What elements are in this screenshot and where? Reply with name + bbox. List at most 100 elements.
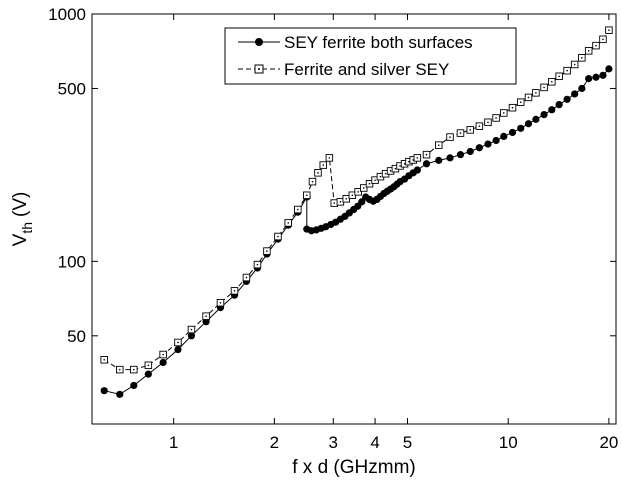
data-point-dot bbox=[162, 353, 164, 356]
data-point-dot bbox=[399, 165, 401, 167]
data-point-dot bbox=[132, 368, 135, 371]
x-axis-ticks: 1 2 3 4 5 10 20 bbox=[169, 14, 618, 452]
data-point-dot bbox=[543, 86, 545, 89]
data-point-dot bbox=[478, 125, 481, 127]
x-tick-label: 20 bbox=[599, 433, 618, 452]
data-point-dot bbox=[177, 341, 179, 344]
legend: SEY ferrite both surfaces Ferrite and si… bbox=[224, 27, 517, 85]
data-point-dot bbox=[469, 129, 472, 131]
data-point bbox=[548, 106, 556, 114]
series-1 bbox=[100, 65, 613, 398]
y-tick-label: 50 bbox=[67, 327, 86, 346]
data-point-dot bbox=[233, 290, 236, 292]
data-point bbox=[599, 71, 607, 79]
data-point bbox=[422, 160, 431, 168]
y-tick-label: 100 bbox=[58, 252, 86, 271]
data-point-dot bbox=[403, 162, 406, 165]
legend-label-series-2: Ferrite and silver SEY bbox=[284, 60, 449, 79]
data-point-dot bbox=[384, 172, 387, 175]
data-point-dot bbox=[602, 38, 604, 41]
data-point-dot bbox=[527, 96, 530, 99]
data-point-dot bbox=[147, 364, 150, 367]
data-point-dot bbox=[317, 172, 319, 174]
x-tick-label: 3 bbox=[329, 433, 338, 452]
data-point bbox=[578, 84, 586, 93]
x-tick-label: 10 bbox=[499, 433, 518, 452]
data-point bbox=[500, 132, 508, 141]
x-tick-label: 2 bbox=[270, 433, 279, 452]
data-point-dot bbox=[459, 132, 462, 134]
series-2 bbox=[100, 26, 613, 374]
data-point-dot bbox=[345, 198, 348, 200]
y-axis-label-main: V bbox=[10, 233, 31, 246]
x-tick-label: 4 bbox=[370, 433, 379, 452]
data-point bbox=[174, 345, 182, 354]
x-tick-label: 5 bbox=[403, 433, 412, 452]
data-point-dot bbox=[379, 175, 382, 178]
data-point-dot bbox=[487, 121, 489, 124]
series-layer bbox=[100, 26, 613, 398]
data-point bbox=[517, 124, 525, 132]
x-axis-label: f x d (GHzmm) bbox=[292, 457, 416, 478]
data-point-dot bbox=[394, 167, 397, 170]
legend-marker-square-dot bbox=[258, 68, 260, 70]
data-point-dot bbox=[587, 49, 590, 52]
data-point-dot bbox=[205, 315, 207, 318]
data-point-dot bbox=[311, 180, 314, 183]
data-point bbox=[187, 332, 196, 340]
legend-box bbox=[224, 27, 517, 85]
data-point bbox=[540, 111, 548, 119]
data-point-dot bbox=[322, 164, 325, 166]
data-point-dot bbox=[333, 202, 336, 204]
data-point-dot bbox=[437, 144, 440, 146]
y-axis-label: Vth (V) bbox=[10, 192, 35, 247]
data-point bbox=[571, 90, 579, 98]
data-point-dot bbox=[558, 75, 560, 78]
data-point bbox=[532, 115, 540, 123]
y-axis-ticks: 50 100 500 1000 bbox=[48, 5, 616, 346]
data-point bbox=[159, 358, 167, 367]
data-point bbox=[144, 370, 152, 378]
data-point-dot bbox=[535, 92, 537, 94]
data-point-dot bbox=[103, 358, 106, 361]
y-axis-label-subscript: th bbox=[19, 222, 35, 234]
data-point-dot bbox=[449, 136, 451, 138]
data-point-dot bbox=[425, 153, 428, 156]
data-point bbox=[492, 136, 500, 145]
data-point-dot bbox=[118, 368, 121, 371]
data-point bbox=[446, 154, 454, 162]
data-point bbox=[475, 144, 483, 152]
data-point-dot bbox=[581, 57, 583, 59]
data-point-dot bbox=[502, 112, 505, 114]
data-point bbox=[413, 166, 421, 174]
data-point bbox=[563, 95, 571, 103]
data-point bbox=[484, 140, 492, 148]
data-point-dot bbox=[190, 328, 193, 331]
data-point bbox=[605, 65, 613, 73]
data-point-dot bbox=[408, 160, 410, 163]
data-point-dot bbox=[351, 194, 354, 197]
data-point-dot bbox=[339, 201, 342, 203]
data-point-dot bbox=[287, 222, 290, 224]
data-point-dot bbox=[256, 263, 259, 266]
data-point-dot bbox=[297, 208, 299, 211]
data-point bbox=[524, 120, 533, 128]
data-point-dot bbox=[608, 29, 610, 32]
data-point-dot bbox=[566, 69, 568, 72]
data-point-dot bbox=[266, 250, 268, 252]
y-tick-label: 1000 bbox=[48, 5, 86, 24]
data-point bbox=[555, 101, 563, 109]
data-point bbox=[116, 390, 124, 398]
data-point-dot bbox=[573, 63, 576, 66]
data-point-dot bbox=[389, 170, 392, 172]
data-point-dot bbox=[595, 44, 597, 47]
data-point bbox=[435, 156, 443, 164]
data-point-dot bbox=[519, 101, 522, 103]
data-point-dot bbox=[416, 157, 419, 159]
x-tick-label: 1 bbox=[169, 433, 178, 452]
data-point-dot bbox=[495, 117, 497, 119]
data-point bbox=[130, 381, 138, 390]
data-point-dot bbox=[374, 179, 376, 181]
data-point-dot bbox=[245, 276, 248, 279]
